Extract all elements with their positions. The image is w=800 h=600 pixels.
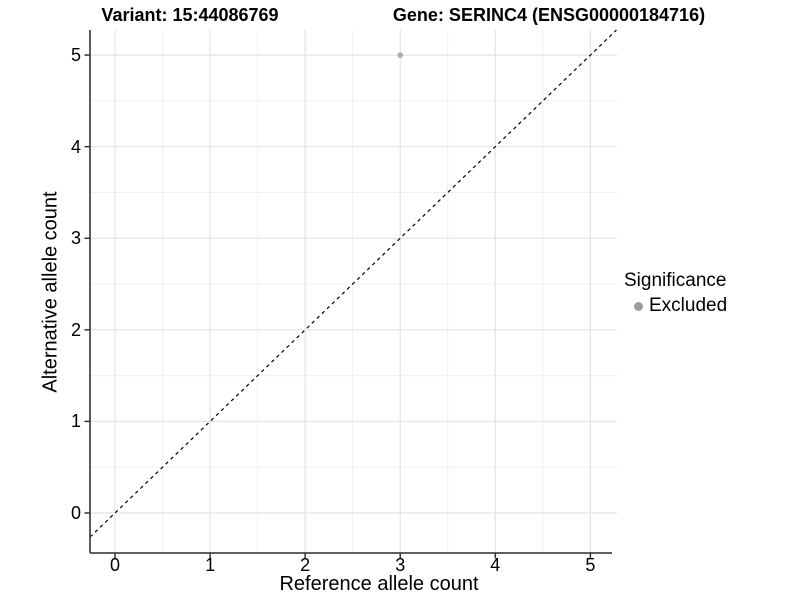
y-tick-label: 4	[70, 136, 81, 157]
x-tick-label: 2	[300, 555, 311, 575]
x-tick-label: 0	[109, 555, 121, 575]
x-tick-label: 3	[395, 555, 406, 575]
y-axis-title: Alternative allele count	[39, 191, 62, 393]
data-point	[397, 52, 404, 58]
legend: Significance Excluded	[624, 270, 727, 317]
y-tick-label: 1	[70, 411, 81, 432]
x-tick-label: 1	[205, 555, 216, 575]
y-tick-label: 3	[70, 228, 81, 249]
legend-point-icon	[634, 301, 643, 311]
plot-title-variant: Variant: 15:44086769	[101, 5, 279, 25]
y-tick-label: 5	[70, 45, 81, 66]
x-tick-label: 5	[585, 555, 596, 575]
x-axis-title: Reference allele count	[279, 573, 479, 595]
y-tick-label: 2	[70, 319, 81, 340]
plot-title-gene: Gene: SERINC4 (ENSG00000184716)	[392, 5, 706, 25]
identity-line	[89, 29, 617, 538]
x-tick-label: 4	[490, 555, 501, 575]
legend-title: Significance	[624, 270, 727, 291]
legend-entry-label: Excluded	[649, 295, 728, 316]
legend-entry-excluded: Excluded	[624, 295, 727, 317]
y-tick-label: 0	[70, 502, 81, 523]
